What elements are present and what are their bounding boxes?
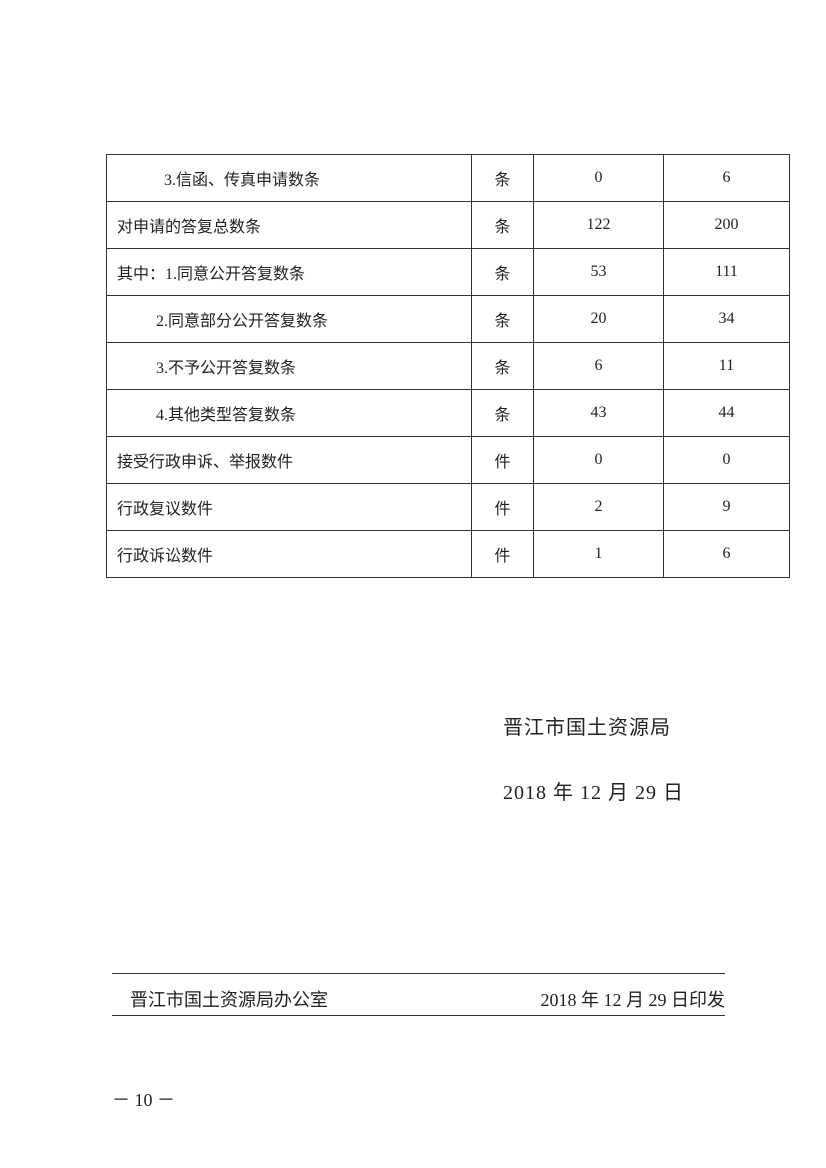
- row-unit: 条: [471, 154, 534, 202]
- statistics-table: 3.信函、传真申请数条条 0 6 对申请的答复总数条条 122 200 其中：1.同意公开答…: [106, 154, 790, 578]
- row-label: 4.其他类型答复数条: [106, 389, 472, 437]
- row-value-1: 6: [533, 342, 664, 390]
- page-number: － 10 －: [112, 1090, 175, 1110]
- row-unit: 条: [471, 248, 534, 296]
- row-label: 其中：1.同意公开答复数条: [106, 248, 472, 296]
- table-row: 行政诉讼数件件 1 6: [106, 530, 790, 578]
- row-value-1: 122: [533, 201, 664, 249]
- row-value-2: 111: [663, 248, 790, 296]
- row-label: 3.不予公开答复数条: [106, 342, 472, 390]
- row-value-1: 43: [533, 389, 664, 437]
- row-unit: 条: [471, 295, 534, 343]
- footer-top-rule: [112, 973, 725, 974]
- row-label: 2.同意部分公开答复数条: [106, 295, 472, 343]
- row-unit: 条: [471, 201, 534, 249]
- signature-org: 晋江市国土资源局: [503, 717, 671, 739]
- footer-issuer: 晋江市国土资源局办公室: [130, 990, 328, 1010]
- row-value-2: 11: [663, 342, 790, 390]
- row-value-2: 6: [663, 154, 790, 202]
- row-value-1: 1: [533, 530, 664, 578]
- row-unit: 条: [471, 342, 534, 390]
- row-label: 行政复议数件: [106, 483, 472, 531]
- table-row: 2.同意部分公开答复数条条 20 34: [106, 295, 790, 343]
- table-row: 3.信函、传真申请数条条 0 6: [106, 154, 790, 202]
- row-value-2: 200: [663, 201, 790, 249]
- row-value-2: 34: [663, 295, 790, 343]
- signature-date: 2018 年 12 月 29 日: [503, 782, 684, 804]
- row-value-2: 9: [663, 483, 790, 531]
- row-value-2: 6: [663, 530, 790, 578]
- table-row: 行政复议数件件 2 9: [106, 483, 790, 531]
- row-value-1: 53: [533, 248, 664, 296]
- row-value-1: 20: [533, 295, 664, 343]
- row-label: 3.信函、传真申请数条: [106, 154, 472, 202]
- row-value-1: 2: [533, 483, 664, 531]
- row-label: 对申请的答复总数条: [106, 201, 472, 249]
- table-row: 3.不予公开答复数条条 6 11: [106, 342, 790, 390]
- table-row: 4.其他类型答复数条条 43 44: [106, 389, 790, 437]
- footer-bottom-rule: [112, 1015, 725, 1016]
- row-value-1: 0: [533, 154, 664, 202]
- row-label: 接受行政申诉、举报数件: [106, 436, 472, 484]
- table-row: 对申请的答复总数条条 122 200: [106, 201, 790, 249]
- row-value-1: 0: [533, 436, 664, 484]
- row-unit: 件: [471, 436, 534, 484]
- table-row: 其中：1.同意公开答复数条条 53 111: [106, 248, 790, 296]
- table-row: 接受行政申诉、举报数件件 0 0: [106, 436, 790, 484]
- row-unit: 件: [471, 483, 534, 531]
- row-unit: 件: [471, 530, 534, 578]
- row-label: 行政诉讼数件: [106, 530, 472, 578]
- row-unit: 条: [471, 389, 534, 437]
- footer-issue-date: 2018 年 12 月 29 日印发: [540, 990, 726, 1010]
- row-value-2: 0: [663, 436, 790, 484]
- row-value-2: 44: [663, 389, 790, 437]
